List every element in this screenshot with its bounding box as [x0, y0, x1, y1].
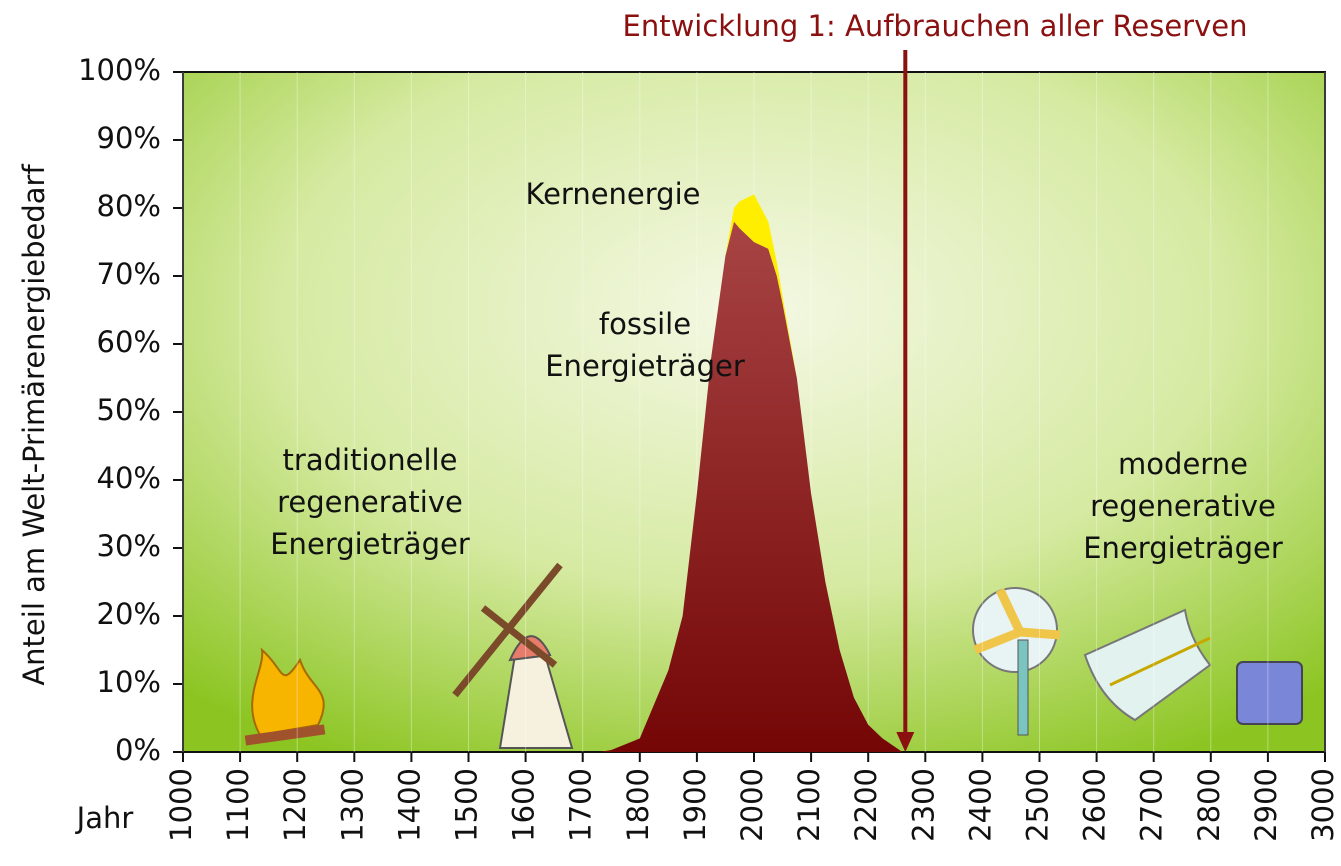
- y-axis-label: Anteil am Welt-Primärenergiebedarf: [17, 164, 51, 686]
- y-tick-label: 40%: [97, 461, 161, 495]
- x-tick-label: 1600: [507, 768, 541, 842]
- y-tick-label: 60%: [97, 325, 161, 359]
- y-tick-label: 70%: [97, 257, 161, 291]
- x-axis-label: Jahr: [75, 801, 134, 835]
- y-tick-label: 30%: [97, 529, 161, 563]
- annotation: regenerative: [1090, 489, 1276, 523]
- x-tick-label: 1700: [564, 768, 598, 842]
- annotation: Energieträger: [545, 349, 745, 383]
- x-tick-label: 1000: [164, 768, 198, 842]
- chart: Entwicklung 1: Aufbrauchen aller Reserve…: [0, 0, 1341, 862]
- x-tick-label: 1500: [450, 768, 484, 842]
- y-tick-label: 10%: [97, 665, 161, 699]
- x-tick-label: 2200: [849, 768, 883, 842]
- x-tick-label: 2400: [963, 768, 997, 842]
- x-tick-label: 1800: [621, 768, 655, 842]
- solar-panel-icon: [1237, 662, 1302, 724]
- annotation: Energieträger: [1083, 531, 1283, 565]
- annotation: moderne: [1118, 447, 1248, 481]
- y-tick-label: 90%: [97, 121, 161, 155]
- annotation: Energieträger: [270, 527, 470, 561]
- annotation: regenerative: [277, 485, 463, 519]
- x-tick-label: 1900: [678, 768, 712, 842]
- x-tick-label: 2500: [1021, 768, 1055, 842]
- y-tick-label: 100%: [78, 53, 161, 87]
- x-tick-label: 3000: [1306, 768, 1340, 842]
- x-tick-label: 2600: [1078, 768, 1112, 842]
- y-tick-label: 50%: [97, 393, 161, 427]
- y-tick-label: 80%: [97, 189, 161, 223]
- annotation: Kernenergie: [526, 177, 701, 211]
- x-tick-label: 1100: [221, 768, 255, 842]
- x-tick-label: 2800: [1192, 768, 1226, 842]
- chart-title: Entwicklung 1: Aufbrauchen aller Reserve…: [623, 9, 1248, 43]
- x-tick-label: 1400: [392, 768, 426, 842]
- x-tick-label: 1200: [278, 768, 312, 842]
- y-tick-label: 20%: [97, 597, 161, 631]
- annotation: traditionelle: [283, 443, 458, 477]
- x-tick-label: 2000: [735, 768, 769, 842]
- x-tick-label: 1300: [335, 768, 369, 842]
- x-tick-label: 2100: [792, 768, 826, 842]
- y-tick-label: 0%: [115, 733, 161, 767]
- x-tick-label: 2700: [1135, 768, 1169, 842]
- x-tick-label: 2900: [1249, 768, 1283, 842]
- annotation: fossile: [599, 307, 691, 341]
- x-tick-label: 2300: [906, 768, 940, 842]
